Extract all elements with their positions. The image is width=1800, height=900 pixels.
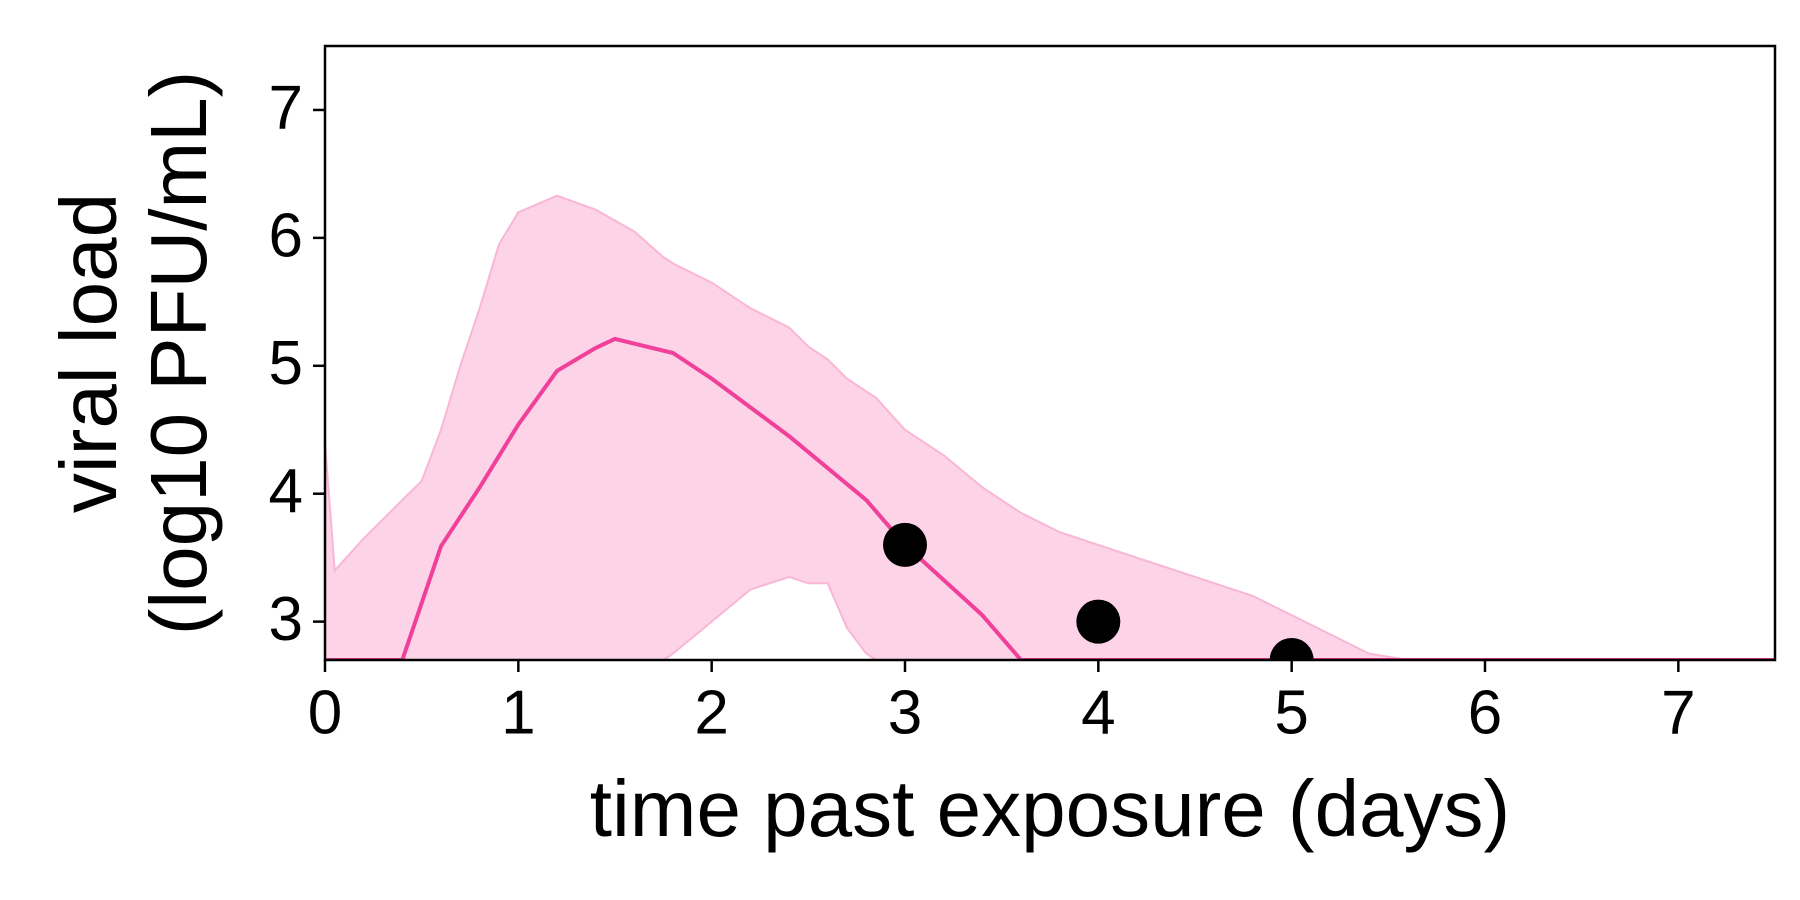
y-tick-label: 4 <box>269 457 303 526</box>
x-tick-label: 6 <box>1468 678 1502 747</box>
x-tick-label: 4 <box>1081 678 1115 747</box>
x-tick-label: 0 <box>308 678 342 747</box>
x-tick-label: 2 <box>694 678 728 747</box>
y-axis-label: (log10 PFU/mL) <box>134 71 223 636</box>
x-axis-label: time past exposure (days) <box>590 764 1510 853</box>
confidence-band <box>325 195 1775 660</box>
axes-frame <box>323 44 1777 662</box>
line <box>325 336 1775 660</box>
data-point <box>1269 638 1314 660</box>
x-tick-label: 5 <box>1274 678 1308 747</box>
data-point <box>1076 599 1121 644</box>
band-edge <box>325 194 1775 660</box>
y-axis-label: viral load <box>44 193 133 513</box>
plot-area <box>325 194 1775 660</box>
band-edge <box>325 575 1775 660</box>
x-tick-label: 1 <box>501 678 535 747</box>
data-point <box>883 522 927 567</box>
y-tick-label: 6 <box>269 201 303 270</box>
y-tick-label: 5 <box>269 329 303 398</box>
x-tick-label: 3 <box>888 678 922 747</box>
y-tick-label: 3 <box>269 585 303 654</box>
y-tick-label: 7 <box>269 73 303 142</box>
x-tick-label: 7 <box>1661 678 1695 747</box>
